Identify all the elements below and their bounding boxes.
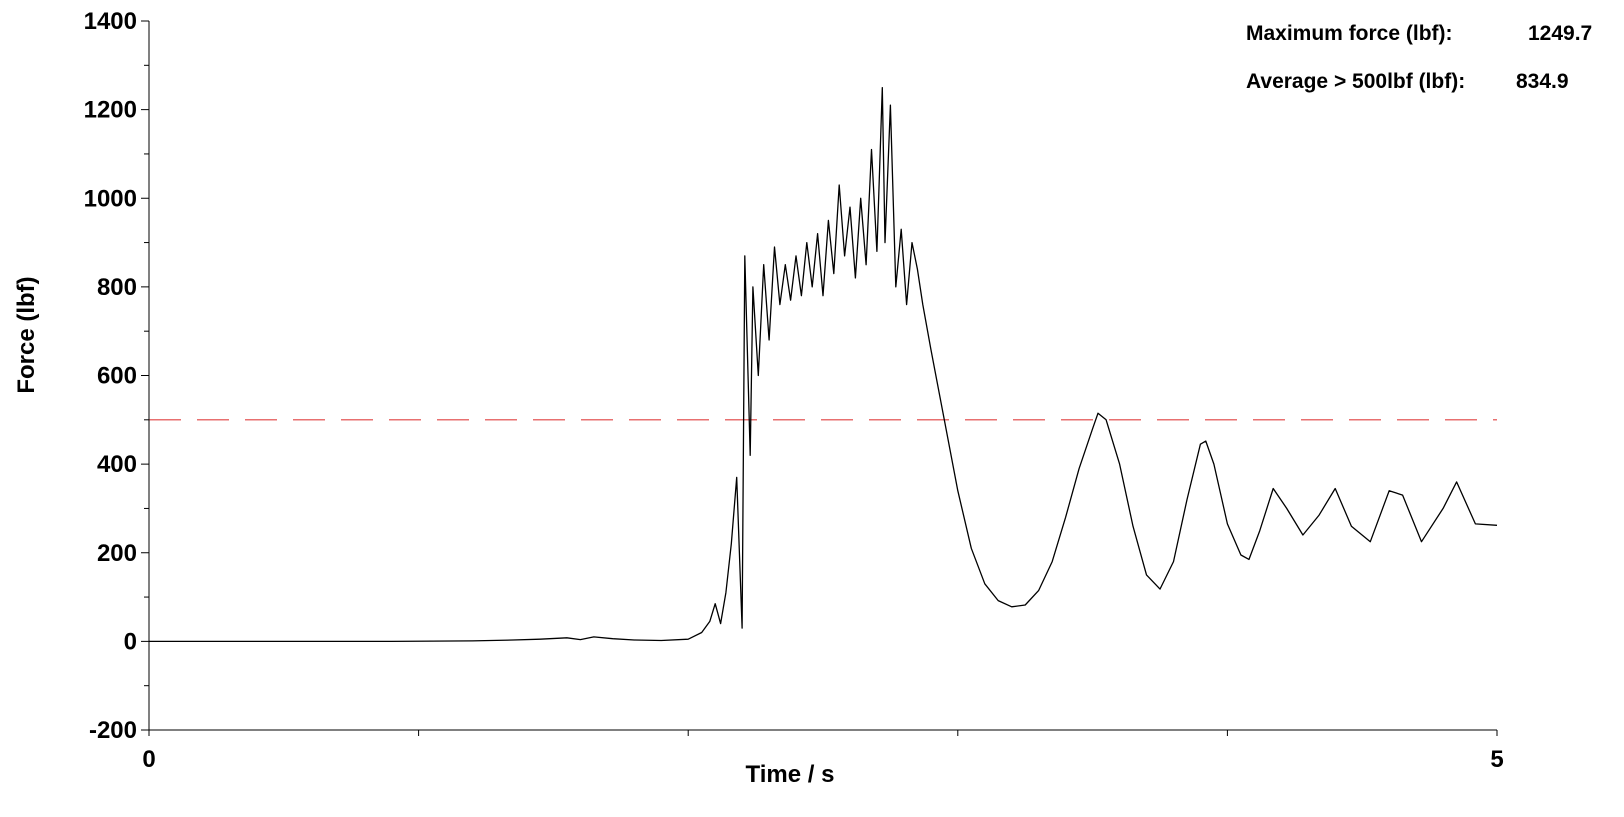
x-axis-title: Time / s [746, 761, 835, 788]
y-tick-label: 600 [97, 363, 137, 390]
y-tick-label: 1400 [84, 8, 137, 35]
y-tick-label: -200 [89, 717, 137, 744]
y-tick-label: 400 [97, 451, 137, 478]
y-tick-label: 0 [124, 628, 137, 655]
series-layer [149, 86, 1498, 643]
max-force-value: 1249.7 [1528, 22, 1592, 45]
force-series-line [149, 86, 1498, 643]
y-tick-label: 1000 [84, 185, 137, 212]
average-label: Average > 500lbf (lbf): [1246, 70, 1465, 93]
y-tick-label: 800 [97, 274, 137, 301]
axes-layer [141, 20, 1498, 736]
y-tick-label: 200 [97, 540, 137, 567]
y-axis-title: Force (lbf) [13, 276, 40, 393]
max-force-label: Maximum force (lbf): [1246, 22, 1453, 45]
x-tick-label: 0 [142, 746, 155, 773]
y-tick-label: 1200 [84, 97, 137, 124]
x-tick-label: 5 [1490, 746, 1503, 773]
average-value: 834.9 [1516, 70, 1569, 93]
